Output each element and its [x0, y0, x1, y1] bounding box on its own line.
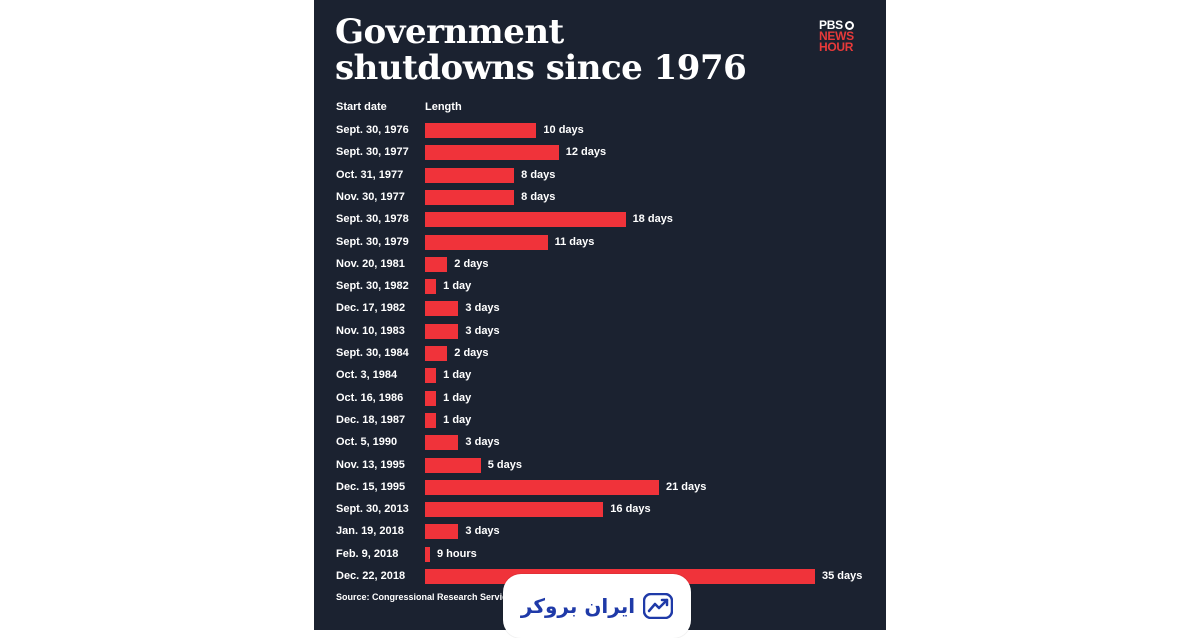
length-value-label: 1 day	[443, 413, 472, 426]
start-date-label: Dec. 15, 1995	[336, 480, 406, 493]
start-date-label: Feb. 9, 2018	[336, 547, 399, 560]
start-date-label: Oct. 5, 1990	[336, 436, 398, 449]
shutdown-bar	[425, 435, 459, 451]
length-value-label: 18 days	[632, 213, 673, 226]
length-value-label: 10 days	[543, 124, 584, 136]
shutdown-bar	[425, 189, 515, 205]
start-date-label: Nov. 30, 1977	[336, 190, 405, 203]
start-date-label: Sept. 30, 1978	[336, 213, 409, 226]
shutdown-bar	[425, 479, 659, 495]
start-date-label: Nov. 13, 1995	[336, 458, 405, 471]
length-value-label: 1 day	[443, 391, 472, 404]
logo-pbs-text: PBS	[819, 18, 843, 32]
length-value-label: 8 days	[521, 190, 556, 203]
start-date-label: Oct. 31, 1977	[336, 168, 404, 181]
pbs-newshour-logo: PBS NEWS HOUR	[819, 18, 871, 54]
shutdown-bar	[425, 256, 448, 272]
iranbroker-watermark: ایران بروکر	[503, 574, 691, 638]
length-value-label: 3 days	[465, 525, 500, 538]
logo-news-text: NEWS	[819, 29, 854, 43]
length-value-label: 1 day	[443, 280, 472, 293]
shutdown-bar	[425, 346, 448, 361]
start-date-label: Dec. 22, 2018	[336, 570, 406, 582]
start-date-label: Sept. 30, 1977	[336, 146, 409, 159]
shutdown-bar	[425, 279, 437, 295]
length-value-label: 1 day	[443, 369, 472, 382]
shutdown-bar	[425, 457, 481, 473]
start-date-label: Dec. 18, 1987	[336, 413, 406, 426]
length-value-label: 3 days	[465, 302, 500, 315]
shutdown-bar	[425, 502, 604, 518]
start-date-label: Sept. 30, 1979	[336, 235, 409, 248]
shutdown-bar	[425, 524, 459, 540]
length-value-label: 11 days	[554, 235, 595, 248]
shutdown-bar	[425, 546, 430, 562]
shutdown-bar	[425, 167, 515, 183]
start-date-label: Nov. 10, 1983	[336, 324, 405, 337]
length-value-label: 5 days	[487, 458, 522, 471]
length-value-label: 3 days	[465, 324, 500, 337]
source-note: Source: Congressional Research Servic	[336, 592, 508, 602]
pbs-head-icon	[844, 21, 854, 30]
start-date-label: Sept. 30, 1982	[336, 280, 409, 293]
chart-card: Government shutdowns since 1976 PBS NEWS…	[314, 0, 886, 630]
length-value-label: 2 days	[454, 347, 489, 359]
shutdown-bar	[425, 123, 537, 138]
length-value-label: 3 days	[465, 436, 500, 449]
start-date-label: Dec. 17, 1982	[336, 302, 406, 315]
length-value-label: 16 days	[610, 503, 651, 516]
shutdown-bar	[425, 301, 459, 317]
shutdown-bar	[425, 145, 559, 161]
shutdown-bar	[425, 412, 437, 428]
trend-chart-icon	[643, 593, 674, 619]
start-date-label: Nov. 20, 1981	[336, 257, 405, 270]
length-value-label: 21 days	[666, 480, 707, 493]
length-value-label: 35 days	[822, 570, 863, 582]
start-date-label: Jan. 19, 2018	[336, 525, 404, 538]
shutdown-bar	[425, 390, 437, 406]
chart-title: Government shutdowns since 1976	[335, 12, 747, 88]
watermark-text: ایران بروکر	[520, 594, 636, 618]
start-date-label: Sept. 30, 1984	[336, 347, 409, 359]
length-value-label: 8 days	[521, 168, 556, 181]
shutdown-bar	[425, 234, 548, 250]
length-value-label: 9 hours	[437, 547, 477, 560]
start-date-header: Start date	[336, 101, 387, 113]
length-value-label: 2 days	[454, 257, 489, 270]
start-date-label: Oct. 16, 1986	[336, 391, 404, 404]
start-date-label: Oct. 3, 1984	[336, 369, 398, 382]
logo-hour-text: HOUR	[819, 40, 854, 54]
start-date-label: Sept. 30, 2013	[336, 503, 409, 516]
shutdown-bar	[425, 323, 459, 339]
length-value-label: 12 days	[565, 146, 607, 159]
shutdown-bar	[425, 368, 437, 384]
start-date-label: Sept. 30, 1976	[336, 124, 409, 136]
shutdown-bar	[425, 212, 626, 228]
length-header: Length	[425, 101, 462, 113]
